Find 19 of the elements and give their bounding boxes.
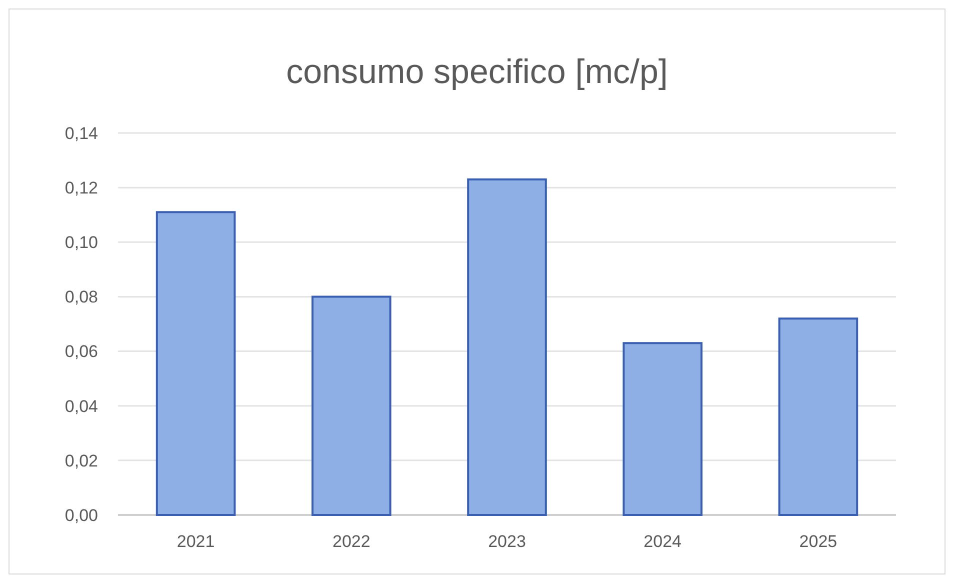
x-tick-label: 2021 bbox=[176, 532, 215, 551]
bar bbox=[467, 178, 547, 516]
x-tick-label: 2024 bbox=[644, 532, 682, 551]
y-tick-label: 0,06 bbox=[64, 342, 98, 362]
y-tick-label: 0,02 bbox=[64, 451, 98, 470]
chart-title: consumo specifico [mc/p] bbox=[286, 53, 668, 91]
y-tick-label: 0,10 bbox=[64, 233, 98, 252]
y-tick-label: 0,00 bbox=[64, 506, 98, 525]
bar bbox=[156, 211, 236, 516]
x-tick-label: 2022 bbox=[332, 532, 370, 551]
y-tick-label: 0,04 bbox=[64, 396, 98, 416]
x-tick-label: 2023 bbox=[488, 532, 526, 551]
y-tick-label: 0,12 bbox=[64, 178, 98, 198]
bar bbox=[622, 342, 702, 516]
x-tick-label: 2025 bbox=[799, 532, 838, 551]
bar bbox=[778, 318, 858, 516]
y-tick-label: 0,08 bbox=[64, 288, 98, 307]
y-tick-label: 0,14 bbox=[64, 124, 98, 143]
bar bbox=[312, 296, 392, 516]
